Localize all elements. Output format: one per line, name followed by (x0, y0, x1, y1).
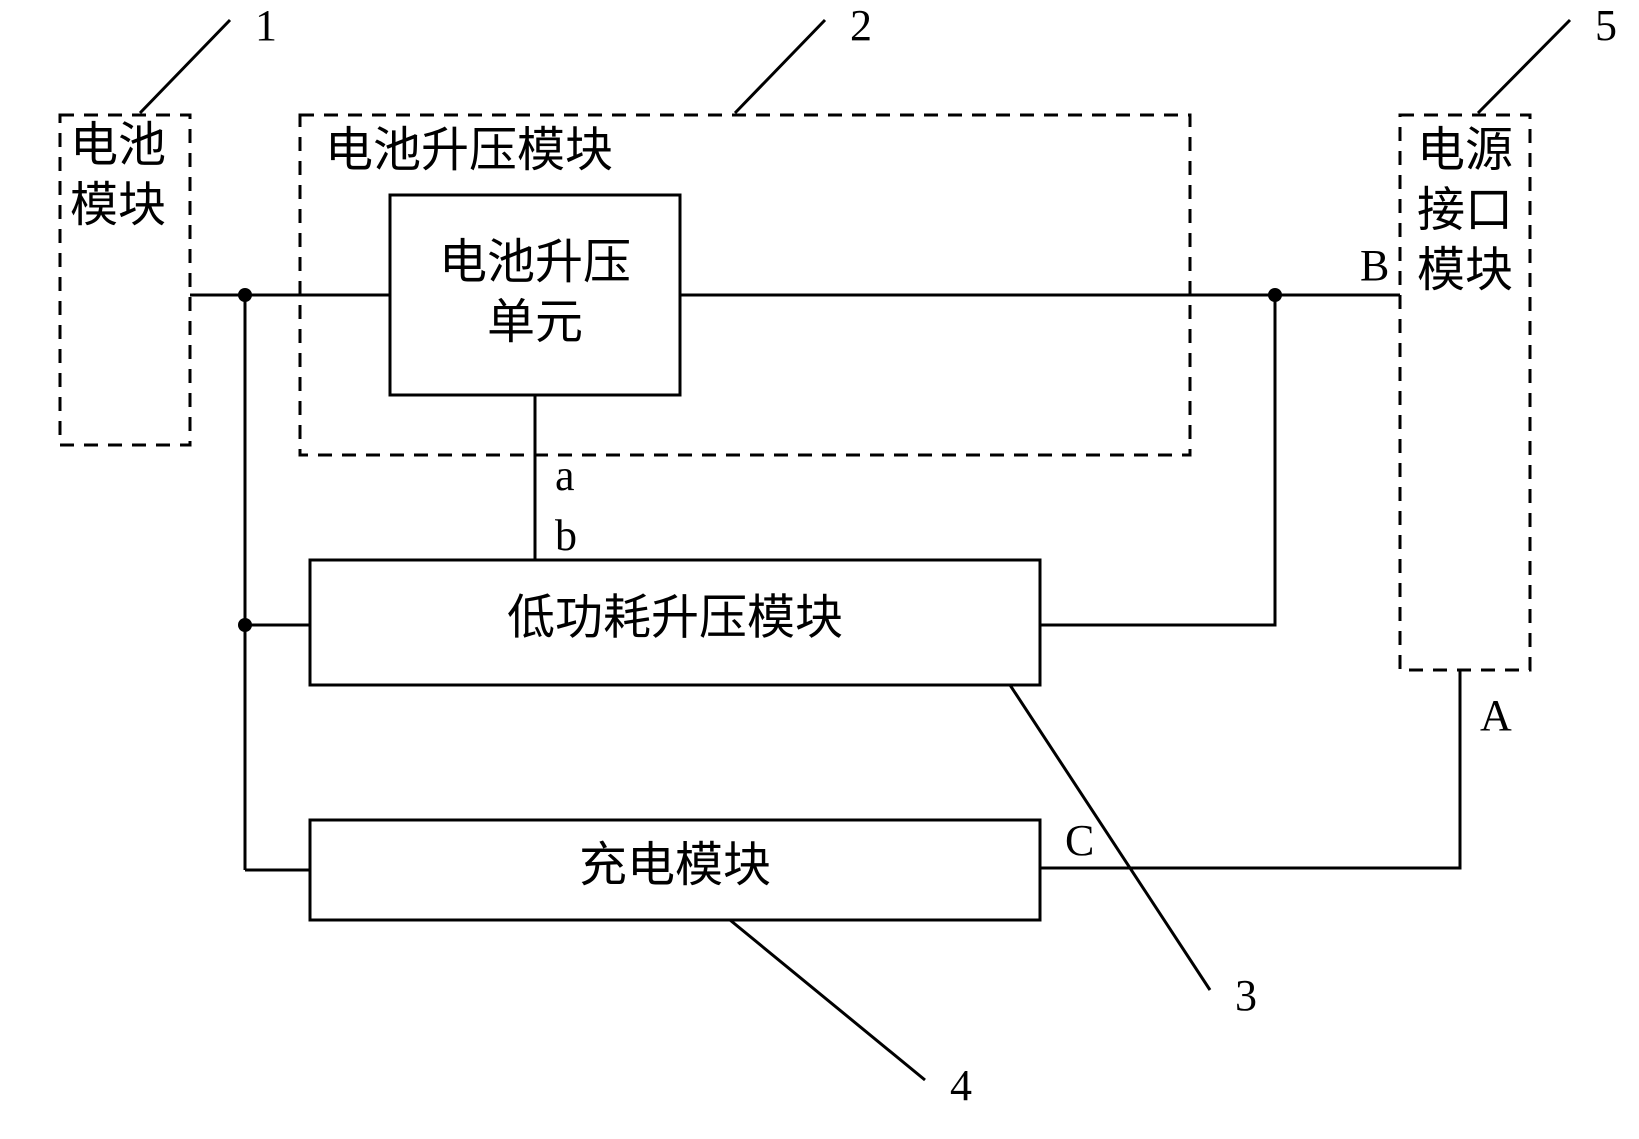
box-boost_unit (390, 195, 680, 395)
label-charge-module: 充电模块 (579, 839, 771, 892)
annot-A: A (1480, 691, 1512, 740)
annot-n2: 2 (850, 1, 872, 50)
label-battery-module-l2: 模块 (70, 179, 166, 232)
wire-charge_to_if (1040, 670, 1460, 868)
annot-n1: 1 (255, 1, 277, 50)
label-lowpower-boost: 低功耗升压模块 (507, 592, 843, 645)
leader-l4 (730, 920, 925, 1080)
label-boost-unit-l2: 单元 (487, 296, 583, 349)
leader-l2 (735, 20, 825, 113)
label-power-if-l2: 接口 (1417, 184, 1513, 237)
label-power-if-l3: 模块 (1417, 244, 1513, 297)
leader-l5 (1478, 20, 1570, 113)
label-battery-module-l1: 电池 (70, 119, 166, 172)
annot-B: B (1360, 241, 1389, 290)
box-boost_unit (390, 195, 680, 395)
node-j_mid (238, 618, 252, 632)
label-boost-unit-l1: 电池升压 (439, 236, 631, 289)
annot-b: b (555, 511, 577, 560)
node-j_right (1268, 288, 1282, 302)
label-boost-module-title: 电池升压模块 (325, 124, 613, 177)
annot-n5: 5 (1595, 1, 1617, 50)
leader-l1 (140, 20, 230, 113)
annot-n4: 4 (950, 1061, 972, 1110)
node-j_top (238, 288, 252, 302)
wire-lowpower_to_j (1040, 295, 1275, 625)
label-power-if-l1: 电源 (1417, 124, 1513, 177)
annot-n3: 3 (1235, 971, 1257, 1020)
annot-a: a (555, 451, 575, 500)
annot-C: C (1065, 816, 1094, 865)
